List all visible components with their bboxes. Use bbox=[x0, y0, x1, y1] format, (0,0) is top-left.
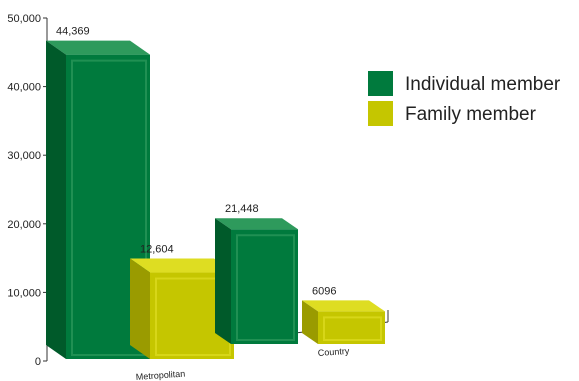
y-tick-label: 50,000 bbox=[7, 13, 41, 25]
bar-family-metropolitan-side bbox=[130, 258, 150, 359]
bar-family-country-top bbox=[302, 300, 385, 312]
bar-individual-country-top bbox=[215, 218, 298, 230]
bars-layer bbox=[46, 40, 385, 359]
data-label-individual-metropolitan: 44,369 bbox=[56, 26, 90, 38]
bar-individual-metropolitan-bevel bbox=[71, 59, 147, 356]
bar-individual-metropolitan-top bbox=[46, 40, 150, 55]
bar-individual-country-side bbox=[215, 218, 231, 344]
labels-layer: 44,369 12,604 Metropolitan 21,448 6096 Countr… bbox=[56, 26, 350, 381]
y-tick-label: 40,000 bbox=[7, 82, 41, 94]
y-tick-label: 10,000 bbox=[7, 287, 41, 299]
bar-family-country-side bbox=[302, 300, 318, 344]
bar-individual-country-bevel bbox=[236, 234, 295, 341]
x-category-label: Country bbox=[317, 346, 350, 358]
data-label-individual-country: 21,448 bbox=[225, 203, 259, 215]
legend: Individual member Family member bbox=[368, 71, 561, 126]
y-tick-label: 0 bbox=[35, 356, 41, 368]
bar-individual-metropolitan-side bbox=[46, 40, 66, 359]
data-label-family-metropolitan: 12,604 bbox=[140, 244, 174, 256]
x-category-label: Metropolitan bbox=[135, 369, 185, 381]
y-tick-label: 20,000 bbox=[7, 219, 41, 231]
data-label-family-country: 6096 bbox=[312, 285, 336, 297]
legend-label-individual: Individual member bbox=[405, 74, 561, 95]
bar-individual-country-front bbox=[231, 229, 298, 344]
bar-family-metropolitan-top bbox=[130, 258, 234, 273]
y-tick-label: 30,000 bbox=[7, 150, 41, 162]
legend-swatch-family bbox=[368, 101, 393, 126]
legend-swatch-individual bbox=[368, 71, 393, 96]
legend-label-family: Family member bbox=[405, 104, 537, 125]
bar-family-country-bevel bbox=[323, 316, 382, 342]
